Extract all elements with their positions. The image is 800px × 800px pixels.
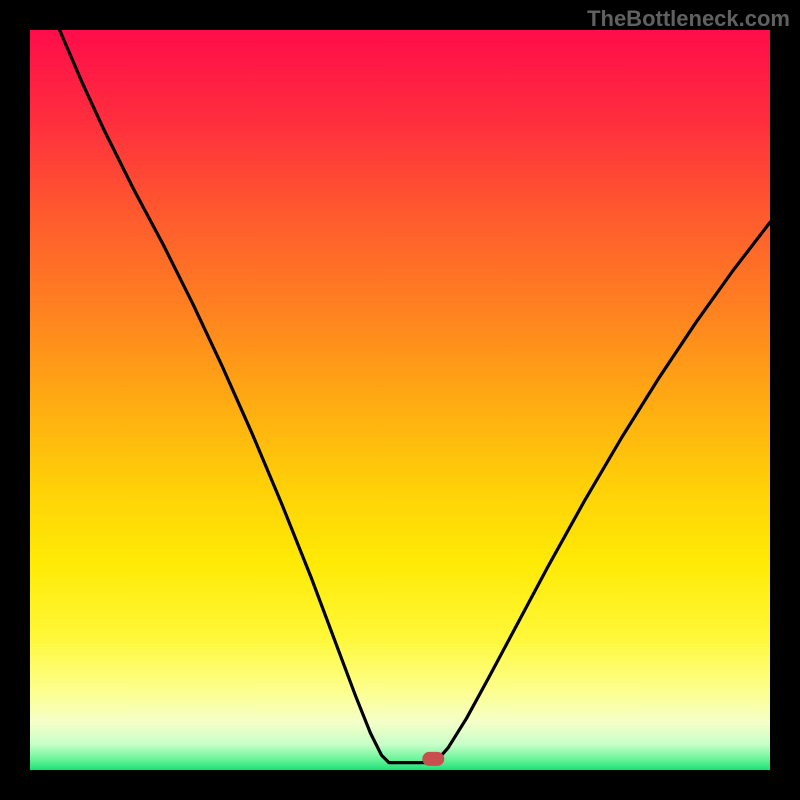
watermark-text: TheBottleneck.com bbox=[587, 6, 790, 32]
chart-svg bbox=[30, 30, 770, 770]
chart-container: TheBottleneck.com bbox=[0, 0, 800, 800]
plot-area bbox=[30, 30, 770, 770]
optimal-marker bbox=[422, 752, 444, 766]
gradient-background bbox=[30, 30, 770, 770]
